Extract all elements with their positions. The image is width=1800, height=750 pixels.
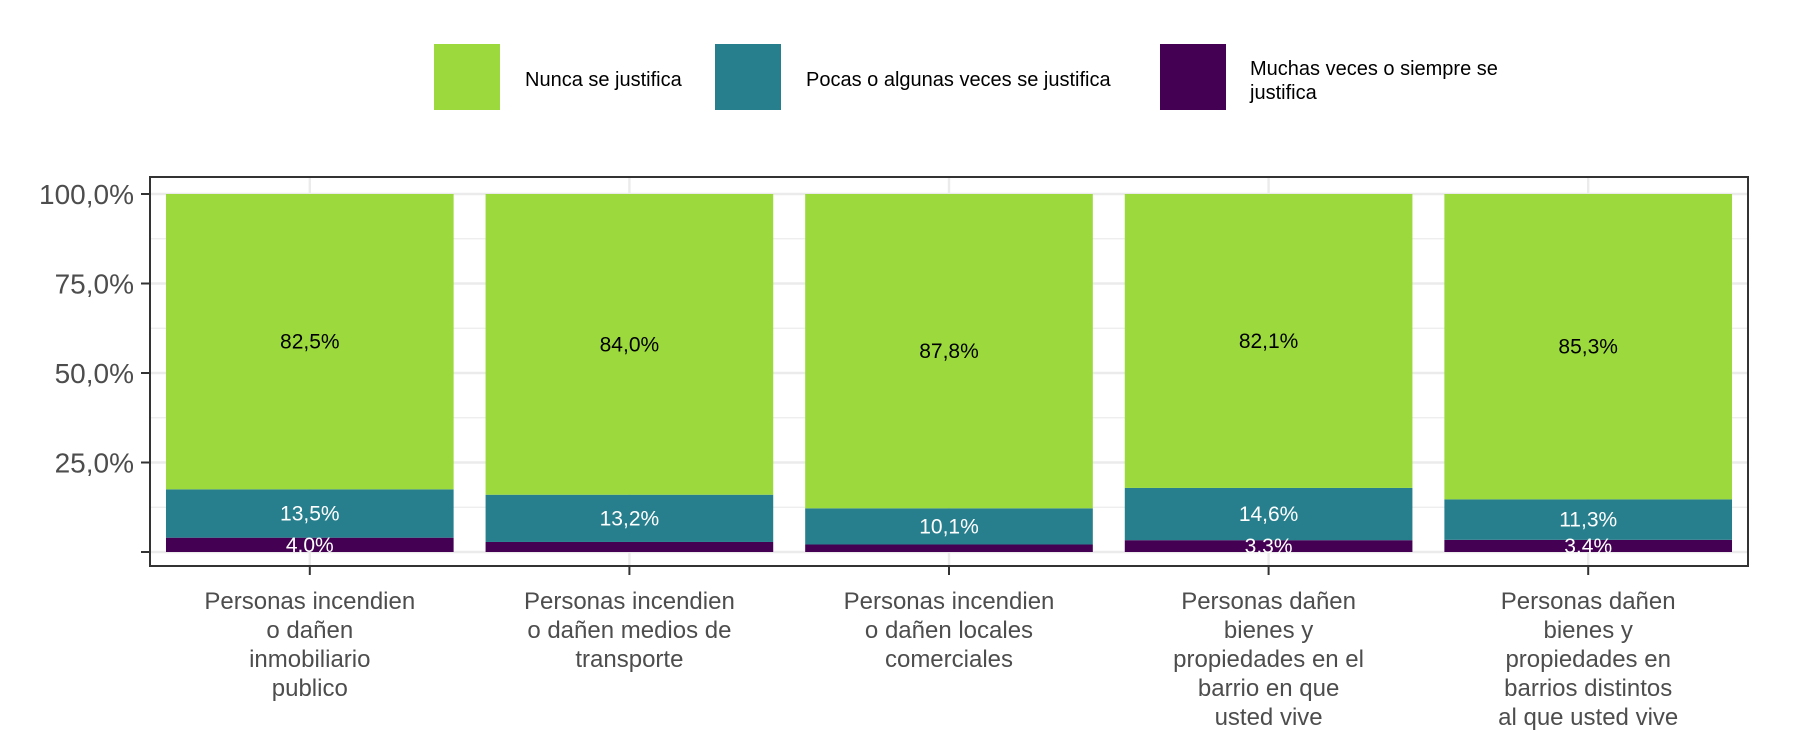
data-label: 4,0% [286,534,334,557]
data-label: 13,5% [280,503,340,526]
bar-segment [1124,487,1413,541]
data-label: 3,4% [1564,535,1612,558]
x-tick-label: Personas incendien o dañen inmobiliario pub… [204,588,415,702]
bar-segment [165,194,454,490]
x-tick-label: Personas dañen bienes y propiedades en el b… [1173,588,1364,731]
data-label: 82,5% [280,331,340,354]
bar-segment [1444,539,1733,552]
data-label: 85,3% [1558,336,1618,359]
bar-segment [805,194,1093,509]
bars [165,194,1733,552]
data-label: 11,3% [1559,509,1617,532]
bar-segment [485,494,774,542]
data-label: 10,1% [919,515,979,538]
legend: Nunca se justifica Pocas o algunas veces … [434,44,1498,110]
x-axis: Personas incendien o dañen inmobiliario pub… [204,566,1678,731]
y-tick-label: 25,0% [55,448,134,479]
bar-segment [805,508,1093,545]
x-tick-label: Personas dañen bienes y propiedades en barr… [1498,588,1678,731]
y-axis: 25,0% 50,0% 75,0% 100,0% [39,179,150,553]
y-tick-label: 50,0% [55,358,134,389]
bar-segment [1444,499,1733,540]
bar-segment [165,489,454,538]
bar-segment [1124,540,1413,552]
y-tick-label: 100,0% [39,179,134,210]
data-label: 14,6% [1239,503,1299,526]
data-label: 82,1% [1239,330,1299,353]
x-tick-label: Personas incendien o dañen medios de trans… [524,588,735,673]
bar-segment [485,194,774,495]
legend-label: Nunca se justifica [525,69,683,91]
legend-label: Muchas veces o siempre se justifica [1249,58,1498,104]
bar-segment [1124,194,1413,488]
data-label: 3,3% [1245,535,1293,558]
y-tick-label: 75,0% [55,269,134,300]
bar-segment [165,537,454,552]
value-labels: 4,0% 13,5% 82,5% 13,2% 84,0% 10,1% 87,8% 3,3% 14… [280,330,1618,558]
bar-segment [1444,194,1733,500]
legend-key [434,44,500,110]
data-label: 13,2% [600,507,660,530]
data-label: 87,8% [919,340,979,363]
legend-key [715,44,781,110]
legend-label: Pocas o algunas veces se justifica [806,69,1111,91]
bar-segment [805,544,1093,552]
bar-segment [485,541,774,552]
legend-key [1160,44,1226,110]
x-tick-label: Personas incendien o dañen locales comerci… [844,588,1055,673]
data-label: 84,0% [600,333,660,356]
